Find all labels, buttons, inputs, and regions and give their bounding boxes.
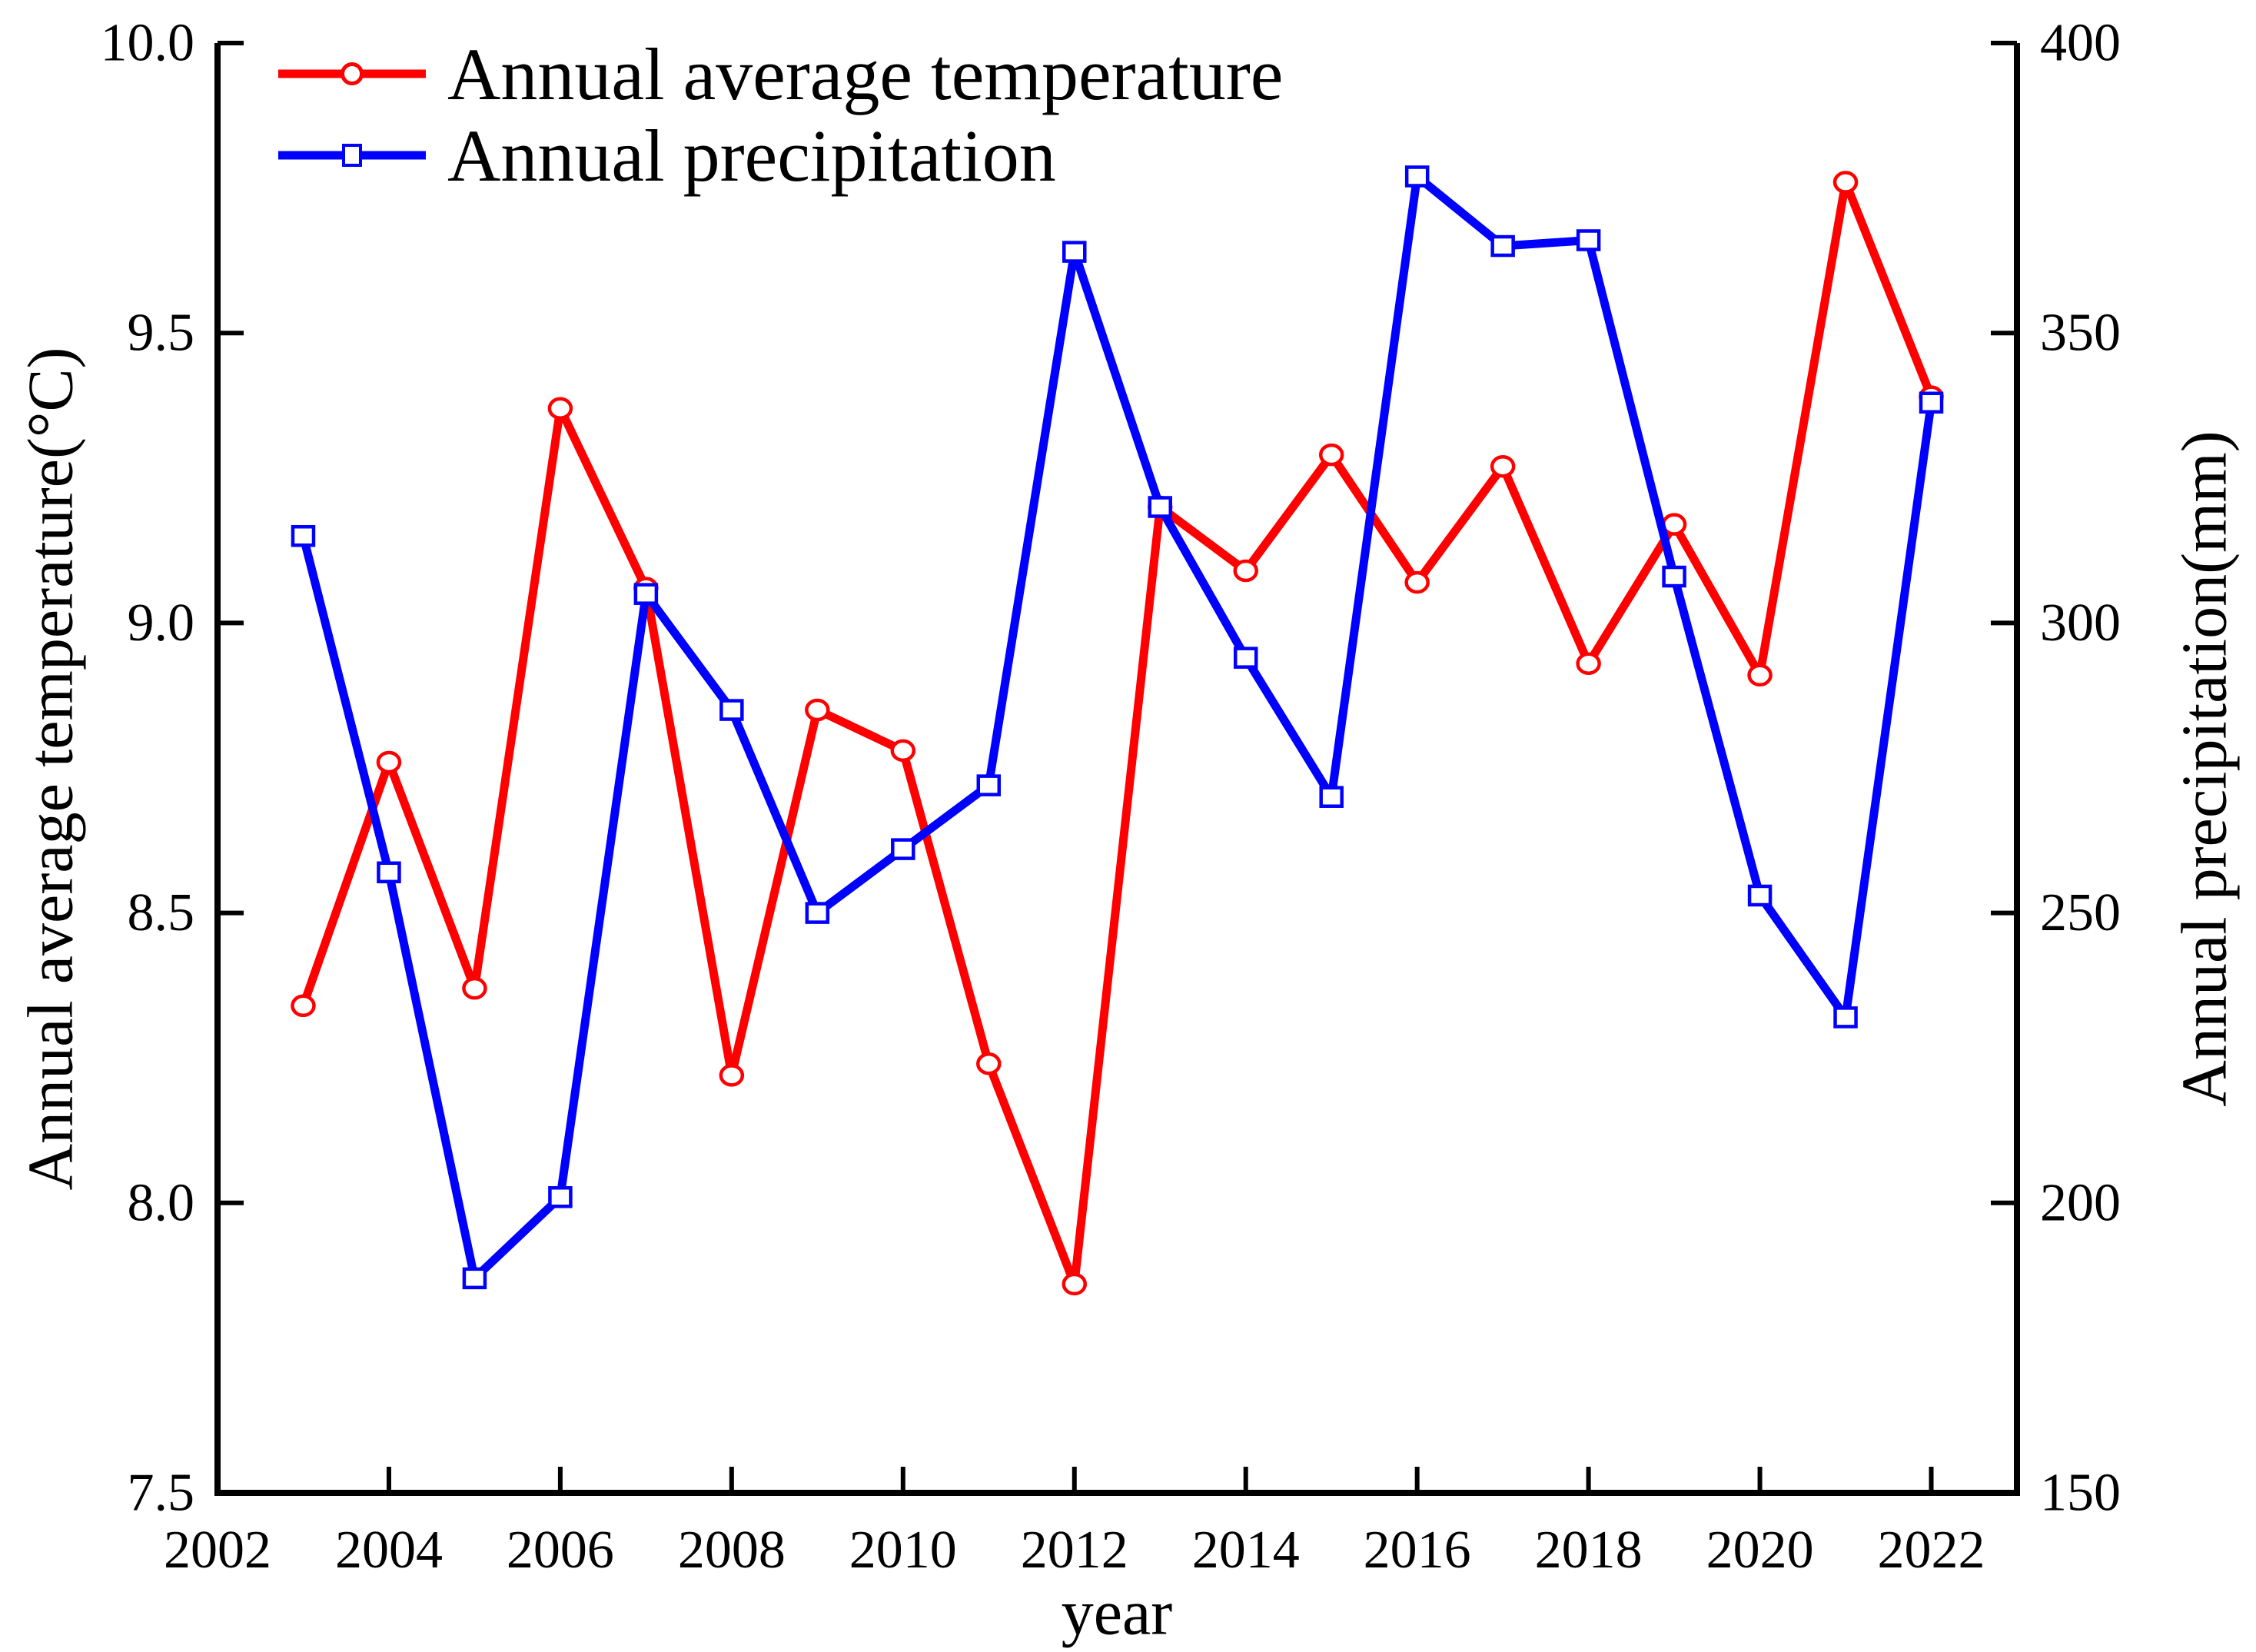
data-point-precipitation [1919, 391, 1944, 414]
data-point-precipitation [805, 902, 830, 924]
legend-item-temperature: Annual average temperature [278, 33, 1283, 115]
legend: Annual average temperature Annual precip… [278, 33, 1283, 197]
data-point-precipitation [976, 774, 1002, 796]
y-right-tick-label: 250 [2040, 883, 2121, 942]
data-point-temperature [376, 750, 402, 774]
x-tick-label: 2010 [849, 1521, 957, 1580]
data-point-precipitation [1062, 241, 1087, 263]
data-point-temperature [976, 1052, 1002, 1075]
y-left-tick-label: 9.5 [128, 304, 195, 363]
y-left-tick-label: 8.5 [128, 883, 195, 942]
data-point-precipitation [291, 524, 316, 547]
data-point-temperature [547, 397, 573, 420]
series-line-precipitation [298, 172, 1936, 1283]
y-right-tick-label: 150 [2040, 1464, 2121, 1523]
y-left-tick-label: 10.0 [101, 14, 195, 73]
data-point-precipitation [633, 583, 659, 605]
data-point-precipitation [1747, 884, 1773, 907]
data-point-temperature [1747, 663, 1773, 687]
x-tick-label: 2002 [164, 1521, 271, 1580]
data-point-temperature [1062, 1272, 1088, 1296]
data-point-precipitation [719, 699, 744, 721]
square-marker-icon [342, 144, 362, 167]
data-point-precipitation [1662, 565, 1686, 588]
x-tick-label: 2016 [1364, 1521, 1471, 1580]
legend-label-precipitation: Annual precipitation [447, 114, 1056, 197]
data-point-temperature [719, 1064, 745, 1087]
x-tick-label: 2022 [1878, 1521, 1985, 1580]
y-left-tick-label: 9.0 [128, 593, 195, 653]
x-tick-label: 2014 [1192, 1521, 1300, 1580]
data-point-precipitation [891, 838, 915, 860]
series-line-temperature [298, 178, 1936, 1288]
data-point-temperature [805, 698, 830, 722]
x-axis-label: year [1061, 1577, 1173, 1649]
data-point-temperature [1404, 570, 1430, 594]
data-point-precipitation [1833, 1006, 1858, 1029]
data-point-precipitation [1404, 165, 1430, 188]
data-point-temperature [1233, 559, 1258, 583]
x-tick-label: 2018 [1535, 1521, 1643, 1580]
data-point-temperature [1490, 454, 1516, 478]
data-point-precipitation [1490, 234, 1515, 258]
legend-label-temperature: Annual average temperature [447, 32, 1284, 115]
x-tick-label: 2020 [1706, 1521, 1814, 1580]
legend-item-precipitation: Annual precipitation [278, 115, 1283, 197]
data-point-precipitation [1319, 786, 1344, 808]
legend-key-precipitation [278, 144, 426, 167]
data-point-temperature [1576, 652, 1601, 675]
data-point-precipitation [377, 861, 401, 884]
x-tick-label: 2008 [678, 1521, 786, 1580]
x-tick-label: 2012 [1021, 1521, 1128, 1580]
y-axis-label-right: Annual precipitation(mm) [2168, 430, 2241, 1107]
y-right-tick-label: 300 [2040, 593, 2121, 653]
legend-key-temperature [278, 62, 426, 85]
circle-marker-icon [341, 62, 364, 85]
data-point-temperature [1318, 443, 1344, 467]
data-point-temperature [462, 976, 487, 1000]
data-point-precipitation [1148, 496, 1172, 518]
data-point-temperature [890, 739, 916, 763]
data-point-precipitation [1233, 647, 1258, 669]
y-axis-label-left: Annual average temperature(°C) [15, 347, 87, 1191]
data-point-temperature [1832, 171, 1859, 194]
y-right-tick-label: 350 [2040, 304, 2121, 363]
data-point-temperature [291, 994, 316, 1018]
y-left-tick-label: 7.5 [128, 1464, 195, 1523]
y-left-tick-label: 8.0 [128, 1173, 195, 1232]
y-right-tick-label: 400 [2040, 14, 2121, 73]
y-right-tick-label: 200 [2040, 1173, 2121, 1232]
data-point-precipitation [548, 1186, 573, 1208]
data-point-precipitation [1576, 229, 1601, 251]
x-tick-label: 2004 [335, 1521, 443, 1580]
x-tick-label: 2006 [507, 1521, 614, 1580]
data-point-precipitation [462, 1267, 487, 1290]
